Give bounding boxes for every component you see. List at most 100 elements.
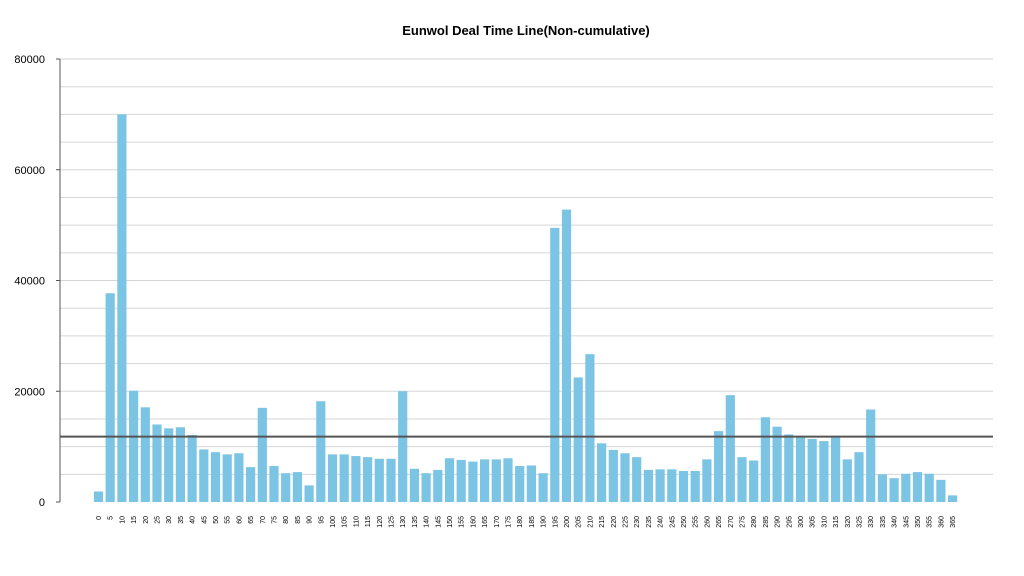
bar	[491, 459, 501, 502]
x-tick-label: 125	[389, 516, 396, 528]
x-tick-label: 255	[693, 516, 700, 528]
bar	[772, 426, 782, 502]
bar	[468, 461, 478, 502]
bar	[456, 459, 466, 502]
x-tick-label: 40	[190, 516, 197, 524]
x-tick-label: 245	[669, 516, 676, 528]
bar	[842, 459, 852, 502]
bar	[597, 443, 607, 502]
bar	[714, 431, 724, 502]
x-tick-label: 315	[833, 516, 840, 528]
x-tick-label: 55	[225, 516, 232, 524]
bar	[210, 452, 221, 502]
bar	[948, 495, 958, 502]
bar	[561, 209, 572, 502]
bar	[877, 474, 887, 502]
bar	[421, 473, 431, 502]
x-tick-label: 0	[96, 516, 103, 520]
bar	[901, 473, 911, 502]
x-tick-label: 360	[938, 516, 945, 528]
chart-title: Eunwol Deal Time Line(Non-cumulative)	[402, 23, 650, 38]
bar	[363, 457, 373, 502]
bar	[608, 449, 618, 502]
bar	[807, 438, 817, 502]
x-tick-label: 340	[892, 516, 899, 528]
x-tick-label: 95	[318, 516, 325, 524]
x-tick-label: 65	[248, 516, 255, 524]
bar	[795, 436, 806, 502]
bar	[515, 466, 525, 502]
bar	[725, 395, 735, 502]
x-tick-label: 5	[108, 516, 115, 520]
bar	[129, 390, 139, 502]
bars	[93, 114, 958, 503]
bar	[667, 469, 677, 502]
x-tick-label: 220	[611, 516, 618, 528]
bar	[889, 478, 899, 502]
x-tick-label: 310	[821, 516, 828, 528]
x-tick-label: 140	[424, 516, 431, 528]
x-tick-label: 180	[517, 516, 524, 528]
x-tick-label: 290	[775, 516, 782, 528]
x-tick-label: 295	[786, 516, 793, 528]
bar	[760, 417, 770, 502]
x-tick-label: 45	[201, 516, 208, 524]
bar	[819, 441, 829, 502]
bar	[269, 466, 279, 502]
x-tick-label: 85	[295, 516, 302, 524]
bar	[550, 227, 560, 502]
bar	[632, 457, 642, 502]
bar	[678, 470, 689, 502]
bar	[398, 391, 408, 502]
x-tick-label: 155	[459, 516, 466, 528]
x-tick-label: 280	[751, 516, 758, 528]
bar	[257, 407, 267, 502]
bar	[234, 453, 244, 502]
x-tick-label: 335	[880, 516, 887, 528]
x-tick-label: 190	[541, 516, 548, 528]
bar	[737, 457, 747, 502]
x-tick-label: 160	[470, 516, 477, 528]
bar	[175, 427, 185, 502]
bar	[444, 458, 455, 502]
x-tick-label: 210	[587, 516, 594, 528]
x-tick-label: 90	[307, 516, 314, 524]
x-tick-label: 105	[342, 516, 349, 528]
x-tick-label: 345	[903, 516, 910, 528]
x-tick-label: 265	[716, 516, 723, 528]
bar	[643, 469, 653, 502]
bar	[386, 458, 396, 502]
bar	[199, 449, 209, 502]
bar	[538, 473, 548, 502]
x-tick-label: 35	[178, 516, 185, 524]
x-tick-label: 260	[704, 516, 711, 528]
x-tick-label: 10	[119, 516, 126, 524]
bar	[292, 472, 302, 502]
bar	[93, 491, 104, 502]
bar	[164, 428, 174, 502]
bar	[316, 401, 326, 502]
x-tick-label: 305	[810, 516, 817, 528]
bar	[866, 409, 876, 502]
gridlines	[60, 58, 993, 475]
x-tick-label: 115	[365, 516, 372, 527]
bar	[503, 458, 513, 502]
x-tick-label: 15	[131, 516, 138, 524]
bar	[585, 354, 595, 502]
bar	[749, 460, 759, 502]
x-tick-label: 270	[728, 516, 735, 528]
bar	[327, 454, 338, 502]
x-tick-label: 320	[845, 516, 852, 528]
bar	[784, 434, 794, 502]
x-tick-label: 225	[623, 516, 630, 528]
x-tick-label: 355	[927, 516, 934, 528]
x-tick-label: 150	[447, 516, 454, 528]
x-tick-label: 145	[435, 516, 442, 528]
x-tick-label: 175	[506, 516, 513, 528]
x-tick-label: 275	[740, 516, 747, 528]
x-tick-label: 300	[798, 516, 805, 528]
x-tick-label: 70	[260, 516, 267, 524]
bar	[854, 452, 864, 502]
x-tick-label: 170	[494, 516, 501, 528]
